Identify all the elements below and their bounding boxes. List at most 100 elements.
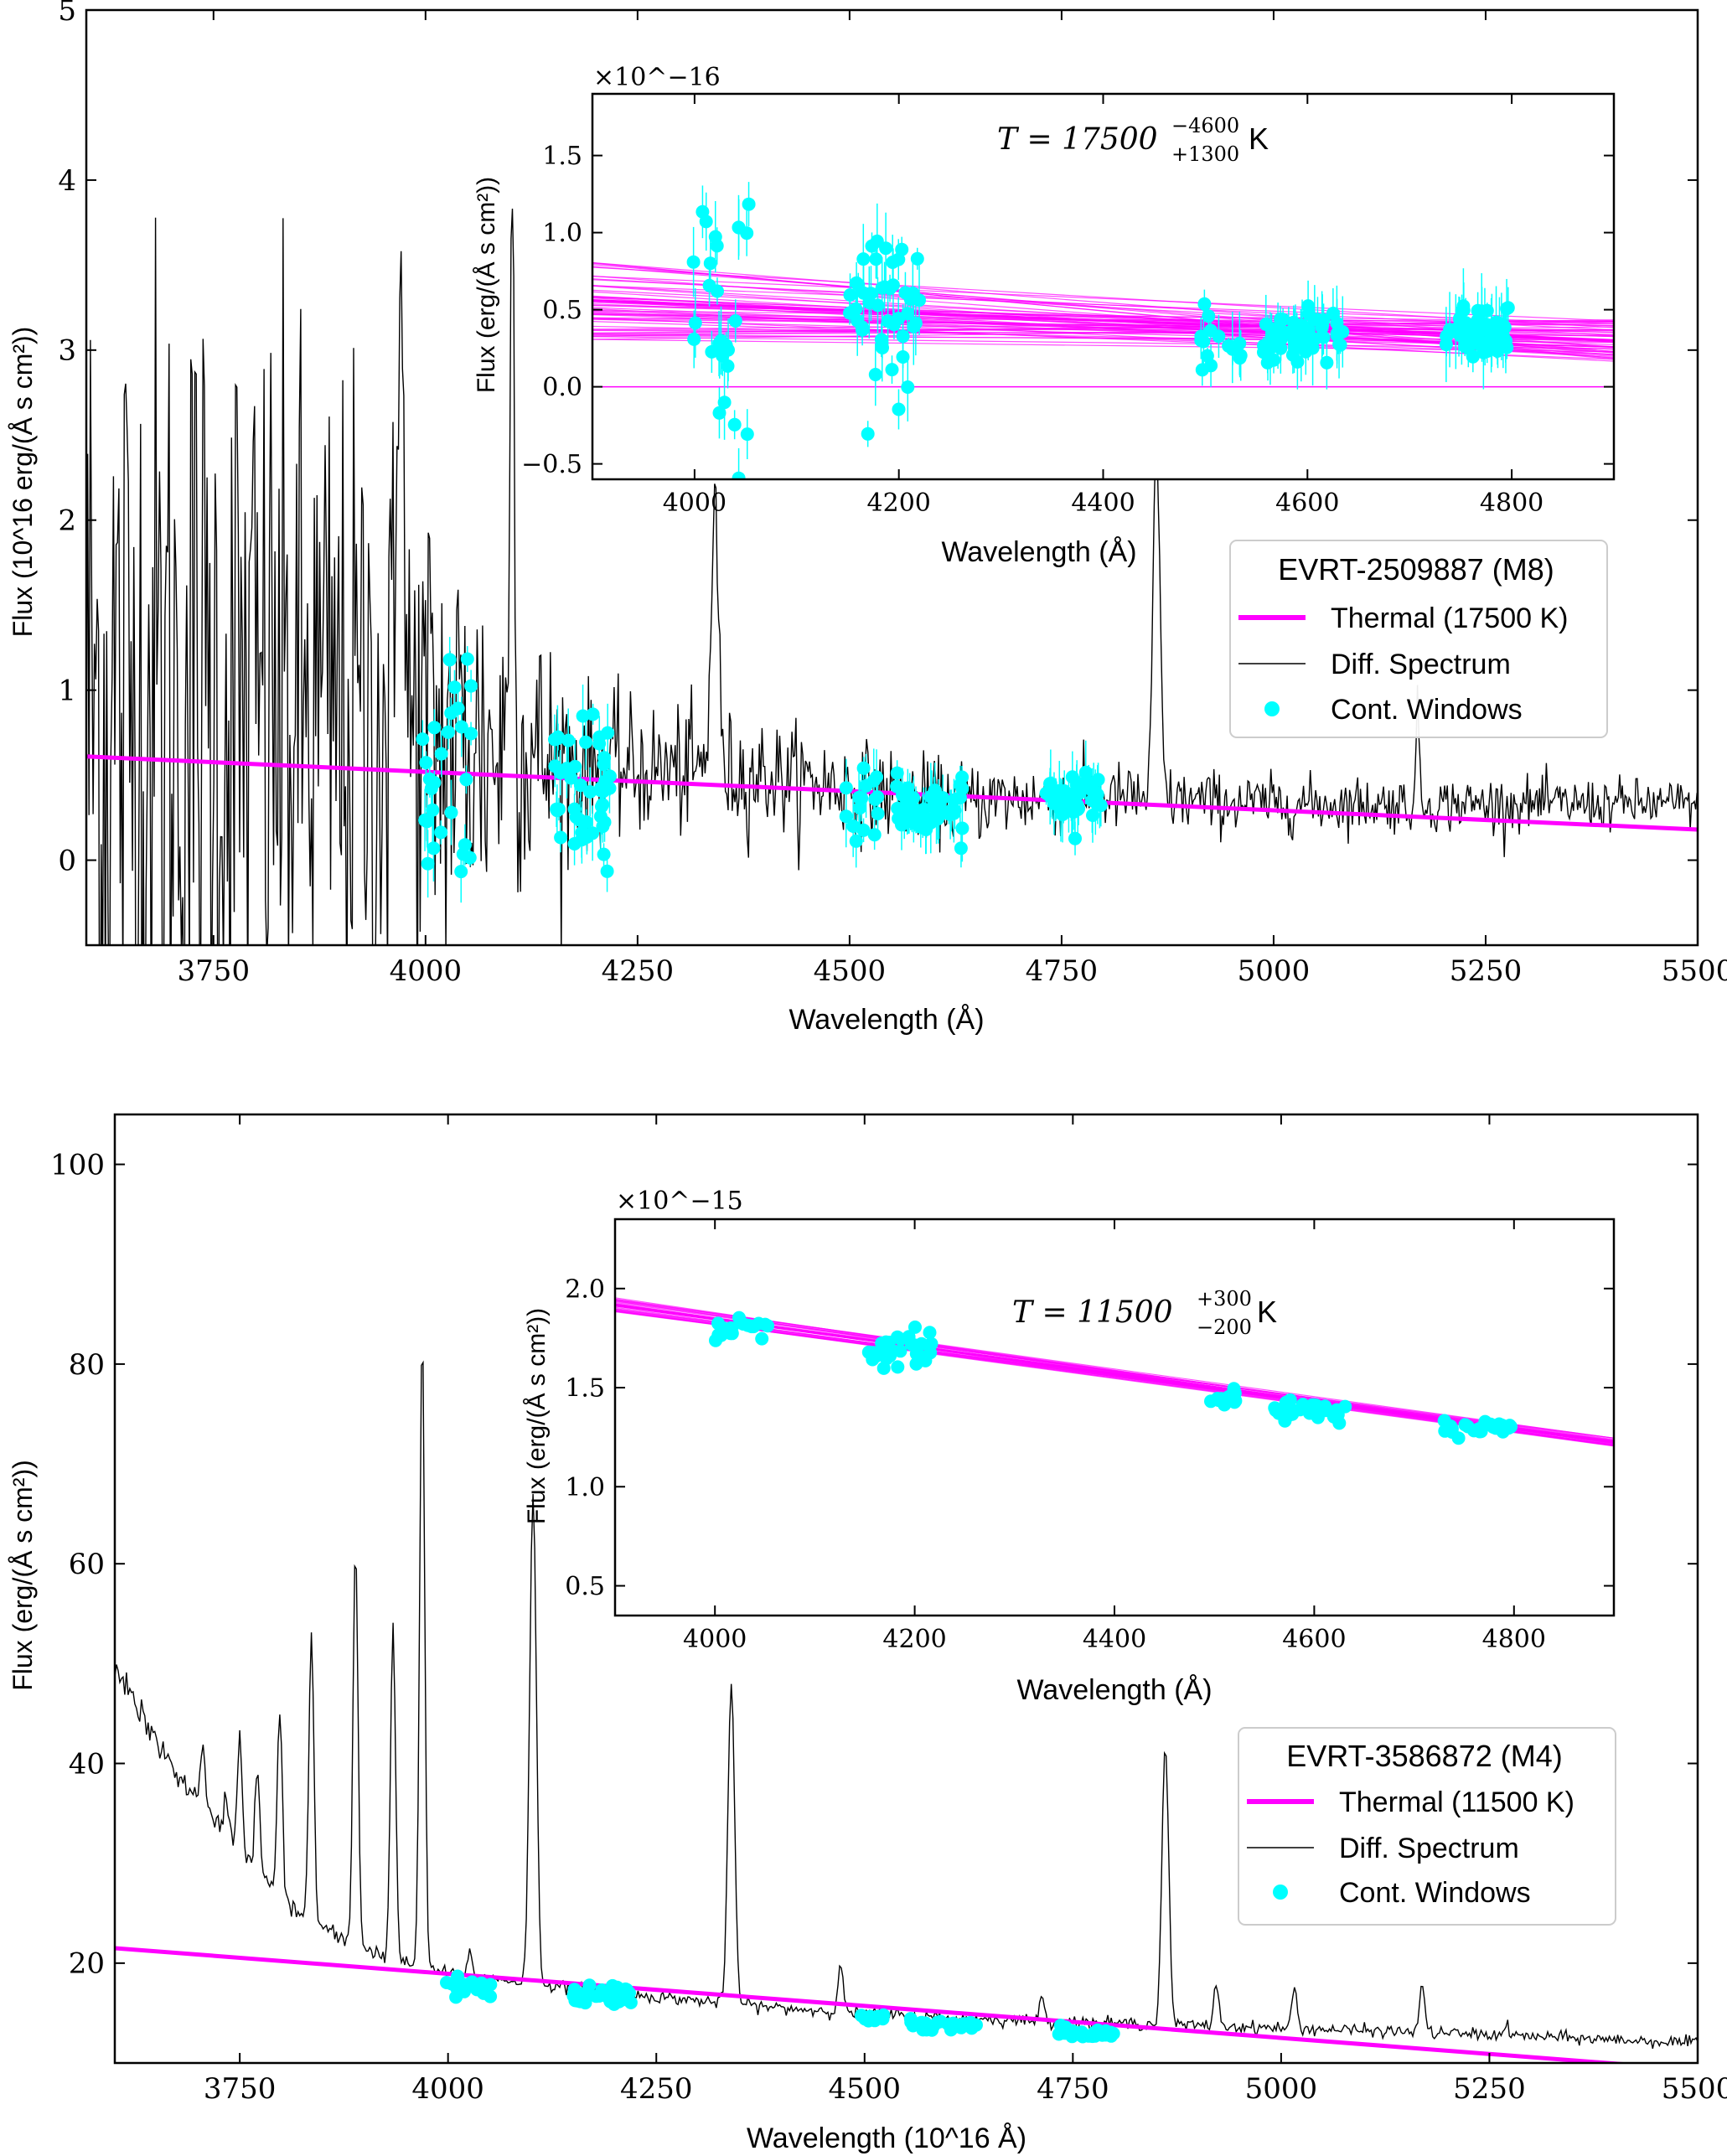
bottom-main-window-point [440,1976,453,1989]
bottom-inset-window-point [923,1326,937,1340]
top-main-window-point [418,813,432,827]
top-inset-window-point [717,396,732,410]
top-inset-ytick-label: 1.5 [542,142,582,171]
top-inset-window-point [877,280,892,294]
top-main-window-point [600,864,614,878]
top-inset-window-point [1439,338,1453,352]
top-inset-ylabel: Flux (erg/(Å s cm²)) [473,177,500,393]
bottom-main-xtick-label: 4000 [411,2072,484,2106]
top-main-ytick-label: 4 [58,164,76,198]
top-main-window-point [434,747,448,761]
bottom-main-window-point [603,1994,618,2009]
bottom-inset-window-point [732,1311,746,1325]
top-main-xtick-label: 5250 [1450,954,1523,988]
top-main-window-point [444,706,458,720]
top-main-window-point [586,707,600,721]
top-legend-windows-swatch [1264,701,1280,716]
top-main-window-point [955,782,969,796]
bottom-main-ylabel: Flux (erg/(Å s cm²)) [8,1460,38,1691]
bottom-inset-offset-label: ×10^−15 [616,1187,743,1216]
bottom-main-window-point [465,1975,479,1989]
bottom-inset-window-point [1472,1424,1487,1439]
top-main-window-point [902,811,916,825]
top-main-window-point [853,801,867,815]
top-inset-window-point [695,204,710,219]
top-inset-window-point [1274,333,1288,347]
top-main-window-point [548,732,561,747]
top-inset-window-point [856,286,871,300]
top-inset-window-point [865,239,879,253]
top-inset-window-point [1195,363,1209,377]
top-inset-window-point [892,402,906,416]
top-main-window-point [1068,831,1082,845]
bottom-inset-window-point [758,1317,773,1331]
top-main-xtick-label: 3750 [178,954,251,988]
top-inset-window-point [1311,313,1325,327]
bottom-main-ytick-label: 80 [69,1348,105,1382]
bottom-main-window-point [620,1983,634,1997]
top-legend-windows-label: Cont. Windows [1331,694,1523,726]
top-main-window-point [434,825,448,840]
bottom-main-window-point [1106,2026,1120,2040]
bottom-legend-windows-swatch [1273,1885,1288,1900]
top-inset-window-point [1261,339,1275,354]
bottom-main-tick-layer: 3750 4000 4250 4500 4750 5000 5250 5500 20 40 60 80… [50,1113,1727,2106]
top-main-window-point [942,807,956,821]
bottom-inset-annotation: T = 11500 +300 −200 K [1012,1287,1277,1339]
bottom-inset-chart: 4000 4200 4400 4600 4800 0.5 1.0 1.5 2.0 Wavelen… [523,1187,1616,1706]
top-main-window-point [597,757,611,772]
top-inset-fit-sample-line [592,276,1614,322]
top-main-xtick-label: 4250 [602,954,675,988]
top-main-ytick-label: 2 [58,504,76,538]
top-inset-ytick-label: 0.5 [542,296,582,325]
bottom-main-xlabel: Wavelength (10^16 Å) [747,2122,1026,2154]
bottom-main-window-point [592,1989,607,2003]
top-main-window-point [890,766,904,780]
top-main-frame [85,8,1699,947]
top-legend-spectrum-label: Diff. Spectrum [1331,649,1511,680]
top-main-window-point [592,737,607,751]
top-inset-window-point [1200,349,1214,363]
bottom-main-window-point [1064,2024,1078,2039]
top-main-window-point [867,828,882,842]
top-main-ytick-label: 5 [58,0,76,28]
bottom-legend-box [1238,1727,1616,1926]
bottom-inset-ytick-label: 1.0 [565,1473,605,1502]
top-inset-window-point [901,307,915,321]
top-main-window-point [1057,799,1071,813]
top-inset-window-point [1478,317,1492,331]
top-inset-fit-sample-line [592,266,1614,328]
top-inset-window-point [721,359,735,373]
top-inset-window-point [1316,330,1331,344]
bottom-main-ytick-label: 60 [69,1548,105,1581]
bottom-inset-data-layer [615,1297,1614,1447]
top-main-window-point [954,841,968,856]
top-inset-window-point [1480,344,1494,359]
top-inset-window-point [1455,327,1469,340]
top-inset-window-point [910,251,924,266]
bottom-main-window-point [854,2009,868,2023]
top-inset-window-point [869,252,883,266]
top-inset-xtick-label: 4000 [663,489,726,518]
bottom-inset-window-point [714,1328,728,1342]
bottom-inset-window-point [747,1320,761,1334]
bottom-main-window-point [1076,2029,1090,2044]
top-main-window-point [856,761,871,775]
top-inset-annotation-sup: −4600 [1171,114,1239,137]
bottom-inset-annotation-main: T = 11500 [1012,1295,1173,1330]
bottom-main-window-point [876,2008,891,2022]
top-inset-window-point [1202,309,1216,323]
top-main-window-point [597,784,610,799]
top-main-window-point [416,732,430,747]
bottom-main-window-point [969,2018,983,2032]
top-inset-data-layer [592,182,1614,479]
bottom-inset-window-point [1272,1406,1286,1420]
top-inset-window-point [1194,329,1208,344]
bottom-main-xtick-label: 4250 [620,2072,693,2106]
bottom-main-xtick-label: 5250 [1453,2072,1526,2106]
top-main-window-point [427,721,442,735]
top-main-ylabel: Flux (10^16 erg/(Å s cm²)) [8,327,38,638]
bottom-inset-ytick-label: 0.5 [565,1572,605,1601]
top-inset-window-point [728,314,742,328]
top-inset-ytick-label: −0.5 [521,450,582,479]
